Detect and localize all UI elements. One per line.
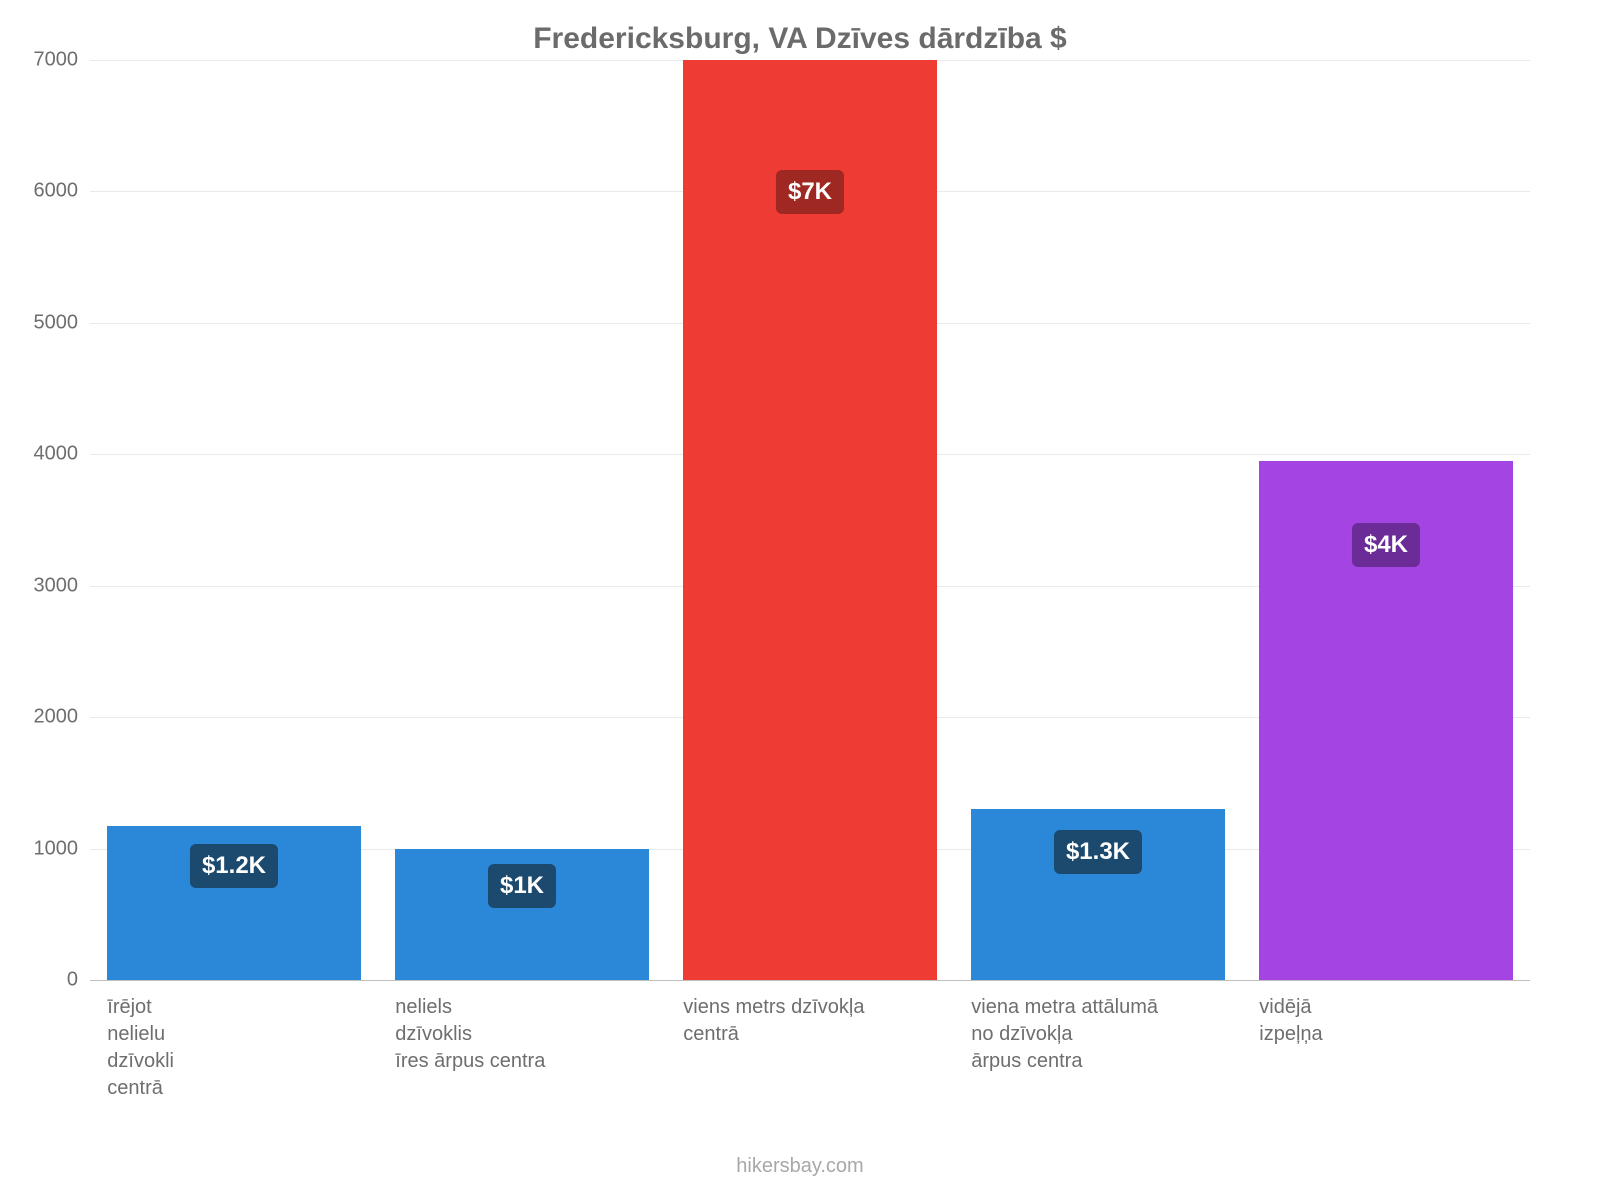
cost-of-living-chart: Fredericksburg, VA Dzīves dārdzība $ 010… — [0, 0, 1600, 1200]
y-tick-label: 0 — [67, 969, 78, 992]
gridline — [90, 980, 1530, 981]
plot-area: 01000200030004000500060007000$1.2Kīrējot… — [90, 60, 1530, 980]
y-tick-label: 3000 — [34, 574, 79, 597]
bar-value-badge: $7K — [776, 170, 844, 214]
bar: $1.3K — [971, 809, 1224, 980]
x-tick-label: viena metra attālumā no dzīvokļa ārpus c… — [971, 994, 1224, 1075]
y-tick-label: 4000 — [34, 443, 79, 466]
x-tick-label: vidējā izpeļņa — [1259, 994, 1512, 1048]
bar: $4K — [1259, 461, 1512, 980]
y-tick-label: 6000 — [34, 180, 79, 203]
bar: $1K — [395, 849, 648, 980]
x-tick-label: neliels dzīvoklis īres ārpus centra — [395, 994, 648, 1075]
y-tick-label: 7000 — [34, 49, 79, 72]
x-tick-label: viens metrs dzīvokļa centrā — [683, 994, 936, 1048]
chart-title: Fredericksburg, VA Dzīves dārdzība $ — [0, 22, 1600, 56]
bar-value-badge: $1K — [488, 864, 556, 908]
y-tick-label: 2000 — [34, 706, 79, 729]
x-tick-label: īrējot nelielu dzīvokli centrā — [107, 994, 360, 1102]
bar-value-badge: $1.2K — [190, 844, 278, 888]
bar-value-badge: $1.3K — [1054, 830, 1142, 874]
bar: $7K — [683, 60, 936, 980]
bar-value-badge: $4K — [1352, 523, 1420, 567]
y-tick-label: 5000 — [34, 311, 79, 334]
bar: $1.2K — [107, 826, 360, 980]
y-tick-label: 1000 — [34, 837, 79, 860]
chart-credit: hikersbay.com — [0, 1155, 1600, 1178]
